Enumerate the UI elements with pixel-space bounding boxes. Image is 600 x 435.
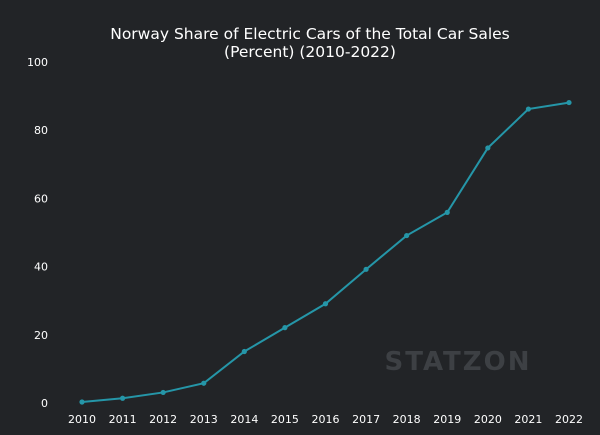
chart-title-line-2: (Percent) (2010-2022) [224,43,396,61]
x-tick-label: 2020 [474,413,502,426]
x-tick-label: 2022 [555,413,583,426]
data-point-2021 [525,106,532,112]
y-tick-label: 60 [34,192,48,205]
x-tick-label: 2012 [149,413,177,426]
data-point-2013 [201,380,207,386]
watermark-logo: STATZON [385,347,532,377]
x-tick-label: 2010 [68,413,96,426]
data-point-2014 [241,348,247,355]
data-point-2019 [444,209,450,215]
y-tick-label: 100 [27,56,48,69]
data-points [79,99,572,405]
data-point-2016 [322,301,329,307]
x-tick-label: 2015 [271,413,299,426]
x-tick-label: 2019 [433,413,461,426]
data-point-2020 [485,145,491,151]
y-tick-label: 0 [41,397,48,410]
data-point-2010 [79,399,85,405]
data-point-2022 [566,99,572,106]
data-point-2012 [160,389,166,396]
x-tick-label: 2011 [109,413,137,426]
data-point-2011 [119,395,126,401]
x-tick-label: 2021 [514,413,542,426]
data-point-2018 [404,232,410,239]
y-tick-label: 40 [34,261,48,274]
x-tick-label: 2017 [352,413,380,426]
x-tick-label: 2018 [393,413,421,426]
y-tick-label: 80 [34,124,48,137]
y-axis: 0 20 40 60 80 100 [27,56,48,410]
y-tick-label: 20 [34,329,48,342]
x-tick-label: 2016 [312,413,340,426]
data-point-2015 [282,325,288,331]
x-tick-label: 2014 [230,413,258,426]
chart-title-line-1: Norway Share of Electric Cars of the Tot… [110,25,510,43]
x-axis: 2010 2011 2012 2013 2014 2015 2016 2017 2018 2019… [68,413,583,426]
x-tick-label: 2013 [190,413,218,426]
data-point-2017 [363,266,369,272]
